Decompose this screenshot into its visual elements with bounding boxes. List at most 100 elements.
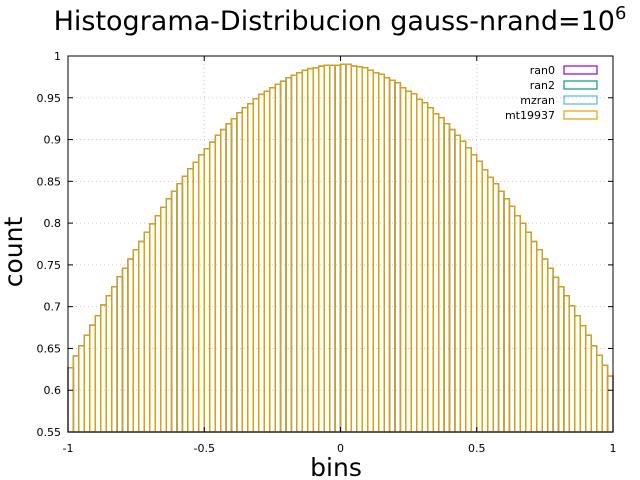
bar	[574, 315, 581, 433]
bar	[121, 267, 129, 433]
bar	[138, 240, 145, 433]
bar	[318, 65, 325, 433]
bar	[367, 69, 374, 433]
bar	[83, 334, 91, 433]
bar	[601, 364, 609, 433]
bar	[160, 206, 167, 433]
bar	[585, 334, 592, 433]
legend: ran0 ran2 mzran mt19937	[505, 64, 598, 122]
bar	[78, 345, 85, 433]
bar	[105, 295, 113, 433]
bar	[388, 79, 396, 433]
bar	[307, 67, 314, 433]
bar	[285, 77, 293, 433]
bar	[394, 82, 402, 433]
bar	[312, 67, 320, 433]
bar	[356, 66, 363, 433]
bar	[279, 80, 287, 433]
bar	[448, 128, 456, 433]
bar	[89, 324, 96, 433]
bar	[536, 249, 543, 433]
bar	[121, 267, 129, 433]
legend-swatch	[563, 110, 598, 120]
bar	[209, 141, 216, 433]
bar	[247, 103, 254, 433]
bar	[236, 112, 243, 433]
bar	[465, 147, 472, 433]
bar	[176, 183, 184, 433]
bar	[138, 240, 145, 433]
bar	[557, 286, 565, 433]
bar	[274, 83, 282, 433]
bar	[100, 304, 107, 433]
bar	[552, 276, 560, 433]
bar	[230, 118, 238, 433]
bar	[606, 375, 614, 433]
bar	[192, 161, 200, 433]
bar	[459, 140, 467, 433]
bar	[416, 98, 423, 433]
bar	[372, 72, 380, 433]
bar	[187, 168, 194, 433]
bar	[546, 267, 554, 433]
bar	[170, 190, 178, 433]
bar	[67, 367, 75, 433]
bar	[383, 77, 391, 433]
legend-swatch	[563, 80, 598, 90]
bar	[165, 198, 173, 433]
bar	[312, 67, 320, 433]
bar	[410, 92, 418, 433]
bar	[203, 148, 211, 433]
bar	[181, 175, 189, 433]
bar	[132, 249, 140, 433]
bar	[154, 214, 162, 433]
bar	[209, 141, 216, 433]
bar	[361, 67, 369, 433]
bar	[132, 249, 140, 433]
bar	[454, 134, 462, 433]
bar	[89, 324, 96, 433]
bar	[116, 275, 124, 433]
bar	[170, 190, 178, 433]
bar	[105, 295, 113, 433]
bar	[361, 67, 369, 433]
bar	[290, 74, 298, 433]
bar	[318, 65, 325, 433]
bar	[432, 113, 440, 433]
bar	[476, 160, 483, 433]
bar	[443, 123, 451, 433]
bar	[100, 304, 107, 433]
bar	[508, 205, 516, 433]
bar	[427, 107, 434, 433]
legend-label: ran0	[530, 64, 555, 77]
bar	[421, 102, 429, 433]
bar	[312, 67, 320, 433]
bar	[399, 87, 407, 433]
bar	[438, 117, 445, 433]
bar	[487, 176, 494, 433]
bar	[448, 128, 456, 433]
bar	[585, 334, 592, 433]
bar	[121, 267, 129, 433]
bar	[596, 354, 603, 433]
bar	[525, 231, 532, 433]
bar	[443, 123, 451, 433]
bar	[132, 249, 140, 433]
bar	[94, 315, 102, 433]
bar	[307, 67, 314, 433]
bar	[596, 354, 603, 433]
bar	[274, 83, 282, 433]
bar	[432, 113, 440, 433]
bar	[241, 107, 249, 433]
bar	[127, 258, 134, 433]
bar	[279, 80, 287, 433]
bar	[568, 305, 576, 433]
legend-label: mzran	[520, 94, 555, 107]
bar	[203, 148, 211, 433]
bar	[187, 168, 194, 433]
bar	[220, 128, 227, 433]
bar	[323, 64, 331, 433]
bar	[503, 198, 511, 433]
bar	[536, 249, 543, 433]
